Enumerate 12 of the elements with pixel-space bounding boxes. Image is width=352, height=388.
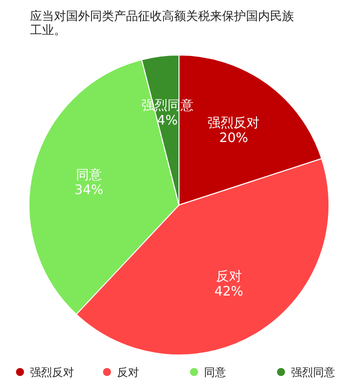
slice-label: 反对 <box>216 270 242 285</box>
legend-label: 同意 <box>204 366 226 379</box>
data-label: 4% <box>157 114 178 129</box>
slice-label: 同意 <box>76 168 102 183</box>
legend-label: 强烈反对 <box>30 366 74 379</box>
legend-label: 反对 <box>117 366 139 379</box>
legend-label: 强烈同意 <box>291 366 335 379</box>
data-label: 20% <box>219 130 248 146</box>
data-label: 34% <box>74 182 104 198</box>
chart-title: 应当对国外同类产品征收高额关税来保护国内民族工业。 <box>30 9 294 37</box>
slice-label: 强烈反对 <box>208 116 260 131</box>
data-label: 42% <box>214 284 244 300</box>
